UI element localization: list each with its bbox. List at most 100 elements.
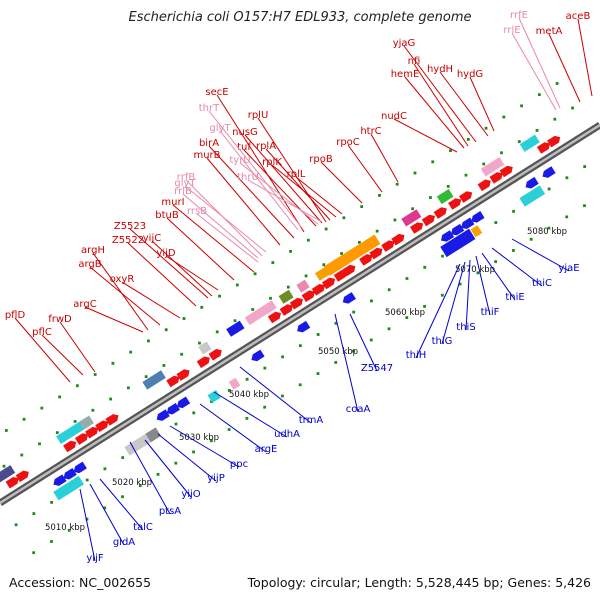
kbp-tick-label: 5010 kbp [45, 523, 85, 533]
gene-label-bottom-leader [475, 255, 491, 316]
scale-dot [2, 464, 6, 468]
gene-label-bottom-leader [169, 425, 240, 468]
rna-label-leader [239, 162, 319, 225]
scale-dot [512, 249, 515, 252]
genome-backbone-highlight [0, 123, 600, 505]
gene-label-bottom-leader [349, 313, 378, 372]
scale-dot [73, 420, 77, 423]
gene-label-bottom: ptsA [159, 506, 181, 517]
scale-dot [583, 165, 587, 168]
scale-dot [484, 126, 488, 130]
scale-dot [494, 260, 498, 264]
gene-label-bottom: thiS [456, 322, 475, 333]
gene-label-bottom-leader [79, 488, 96, 562]
gene-label-top: tuf [237, 142, 251, 153]
scale-dot [502, 115, 506, 119]
scale-dot [4, 429, 8, 432]
gene-label-bottom-leader [157, 433, 217, 482]
gene-label-top-leader [14, 317, 71, 383]
scale-dot [271, 261, 275, 264]
reverse-gene-arrow [53, 474, 67, 486]
scale-dot [555, 82, 559, 85]
rna-label-leader [182, 193, 259, 259]
rna-label-leader [185, 179, 263, 257]
scale-dot [482, 162, 486, 166]
scale-dot [91, 408, 95, 412]
feature-box [228, 377, 241, 390]
genome-title: Escherichia coli O157:H7 EDL933, complet… [128, 10, 472, 25]
feature-box [519, 185, 546, 207]
forward-gene-arrow [15, 470, 29, 483]
gene-label-top-leader [347, 144, 383, 193]
scale-dot [466, 138, 470, 141]
reverse-gene-arrow [342, 292, 356, 304]
feature-box [296, 279, 310, 293]
rna-label-leader [208, 110, 303, 229]
scale-dot [423, 265, 427, 269]
forward-gene-arrow [489, 172, 503, 184]
rna-label: tyrU [229, 155, 250, 166]
rna-label: rrlB [174, 186, 192, 197]
scale-dot [209, 439, 213, 443]
scale-dot [393, 218, 397, 222]
scale-dot [32, 551, 36, 555]
gene-label-top: yijD [156, 248, 175, 259]
scale-dot [85, 478, 89, 482]
scale-dot [22, 417, 26, 421]
forward-gene-arrow [74, 433, 89, 445]
genome-summary: Topology: circular; Length: 5,528,445 bp… [247, 575, 591, 590]
forward-gene-arrow [499, 165, 513, 178]
rna-label-leader [219, 130, 299, 231]
reverse-gene-arrow [251, 349, 265, 362]
scale-dot [529, 237, 533, 241]
gene-label-top-leader [404, 76, 465, 149]
forward-gene-arrow [369, 247, 383, 260]
gene-label-top-leader [413, 63, 469, 147]
scale-dot [360, 205, 364, 208]
forward-gene-arrow [448, 198, 462, 210]
scale-dot [547, 226, 551, 230]
gene-label-top: Z5522 [112, 235, 144, 246]
scale-dot [535, 128, 539, 132]
scale-dot [198, 341, 201, 345]
scale-dot [233, 319, 237, 323]
gene-label-top: hydH [427, 64, 453, 75]
forward-gene-arrow [459, 191, 473, 203]
scale-dot [342, 216, 346, 220]
gene-label-top: oxyR [110, 274, 135, 285]
gene-label-bottom-leader [415, 263, 461, 359]
gene-label-bottom-leader [129, 441, 171, 515]
scale-dot [553, 117, 557, 121]
reverse-gene-arrow [451, 223, 465, 236]
scale-dot [58, 395, 62, 399]
scale-dot [192, 450, 195, 454]
rna-label: rrlE [503, 25, 520, 36]
gene-label-bottom: talC [133, 522, 153, 533]
gene-label-top-leader [151, 240, 213, 297]
scale-dot [164, 328, 168, 332]
rna-label-leader [518, 17, 561, 109]
gene-label-top-leader [257, 117, 327, 223]
gene-label-top-leader [41, 334, 84, 376]
gene-label-top-leader [271, 164, 337, 218]
reverse-gene-arrow [471, 211, 485, 223]
scale-dot [245, 377, 249, 381]
scale-dot [50, 540, 53, 543]
scale-dot [458, 282, 462, 286]
scale-dot [387, 288, 391, 292]
scale-dot [476, 271, 480, 275]
reverse-gene-arrow [525, 176, 539, 189]
scale-dot [378, 194, 381, 197]
scale-dot [440, 293, 444, 297]
scale-dot [357, 240, 361, 244]
feature-box [278, 289, 294, 304]
scale-dot [352, 349, 355, 353]
scale-dot [215, 330, 219, 334]
scale-dot [218, 294, 221, 298]
gene-label-top-leader [59, 321, 96, 373]
scale-dot [50, 500, 54, 504]
scale-dot [512, 209, 515, 213]
gene-label-bottom-leader [511, 238, 570, 272]
gene-label-top-leader [208, 145, 295, 239]
scale-dot [85, 517, 89, 521]
